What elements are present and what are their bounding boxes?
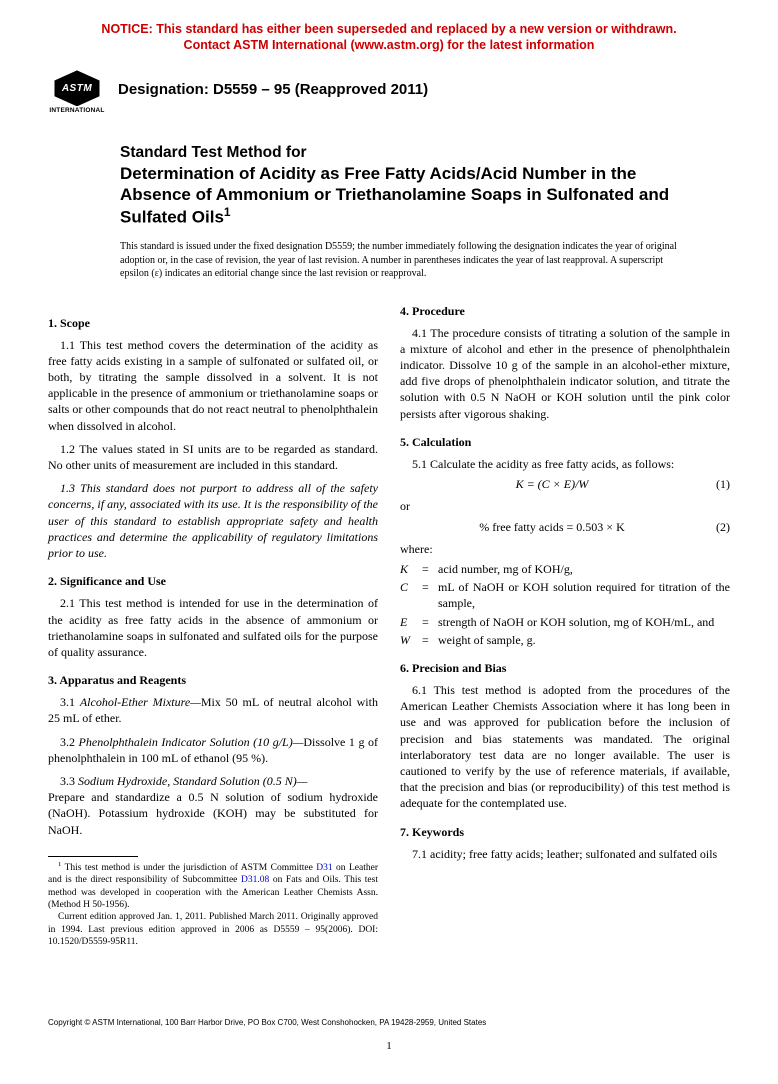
- where-def: acid number, mg of KOH/g,: [438, 561, 730, 577]
- scope-head: 1. Scope: [48, 315, 378, 331]
- eq2-text: % free fatty acids = 0.503 × K: [400, 519, 704, 535]
- where-def: mL of NaOH or KOH solution required for …: [438, 579, 730, 611]
- apparatus-p2: 3.2 Phenolphthalein Indicator Solution (…: [48, 734, 378, 766]
- notice-line1: NOTICE: This standard has either been su…: [101, 22, 676, 36]
- header-row: ASTM INTERNATIONAL Designation: D5559 – …: [48, 67, 730, 119]
- significance-head: 2. Significance and Use: [48, 573, 378, 589]
- footnote-rule: [48, 856, 138, 857]
- procedure-p1: 4.1 The procedure consists of titrating …: [400, 325, 730, 422]
- where-row: K=acid number, mg of KOH/g,: [400, 561, 730, 577]
- document-page: NOTICE: This standard has either been su…: [0, 0, 778, 1084]
- notice-line2: Contact ASTM International (www.astm.org…: [184, 38, 595, 52]
- scope-p2: 1.2 The values stated in SI units are to…: [48, 441, 378, 473]
- where-sym: K: [400, 561, 422, 577]
- where-label: where:: [400, 541, 730, 557]
- where-sym: C: [400, 579, 422, 611]
- issuance-note: This standard is issued under the fixed …: [120, 240, 690, 281]
- precision-p1: 6.1 This test method is adopted from the…: [400, 682, 730, 812]
- where-def: strength of NaOH or KOH solution, mg of …: [438, 614, 730, 630]
- where-sym: W: [400, 632, 422, 648]
- ap-p1-num: 3.1: [60, 695, 80, 709]
- where-eq: =: [422, 614, 438, 630]
- where-list: K=acid number, mg of KOH/g,C=mL of NaOH …: [400, 561, 730, 648]
- where-eq: =: [422, 632, 438, 648]
- footnote-1: 1 This test method is under the jurisdic…: [48, 861, 378, 912]
- keywords-head: 7. Keywords: [400, 824, 730, 840]
- ap-p3-body-plain: Prepare and standardize a 0.5 N solution…: [48, 790, 378, 836]
- astm-logo: ASTM INTERNATIONAL: [48, 67, 106, 119]
- left-column: 1. Scope 1.1 This test method covers the…: [48, 303, 378, 949]
- eq2-num: (2): [704, 519, 730, 535]
- eq1-num: (1): [704, 476, 730, 492]
- title-main: Determination of Acidity as Free Fatty A…: [120, 163, 710, 228]
- designation-line: Designation: D5559 – 95 (Reapproved 2011…: [118, 80, 428, 106]
- logo-mark: ASTM: [52, 70, 102, 106]
- where-def: weight of sample, g.: [438, 632, 730, 648]
- footnote-2: Current edition approved Jan. 1, 2011. P…: [48, 911, 378, 948]
- apparatus-head: 3. Apparatus and Reagents: [48, 672, 378, 688]
- where-eq: =: [422, 579, 438, 611]
- calc-or: or: [400, 498, 730, 514]
- apparatus-p3a: 3.3 Sodium Hydroxide, Standard Solution …: [48, 773, 378, 789]
- fn-t1: This test method is under the jurisdicti…: [61, 863, 316, 873]
- where-sym: E: [400, 614, 422, 630]
- title-lead: Standard Test Method for: [120, 143, 710, 162]
- procedure-head: 4. Procedure: [400, 303, 730, 319]
- apparatus-p1: 3.1 Alcohol-Ether Mixture—Mix 50 mL of n…: [48, 694, 378, 726]
- fn-link-d31[interactable]: D31: [316, 863, 332, 873]
- logo-subtext: INTERNATIONAL: [49, 107, 104, 116]
- ap-p2-num: 3.2: [60, 735, 79, 749]
- precision-head: 6. Precision and Bias: [400, 660, 730, 676]
- title-superscript: 1: [224, 205, 231, 219]
- scope-p3: 1.3 This standard does not purport to ad…: [48, 480, 378, 561]
- equation-1: K = (C × E)/W (1): [400, 476, 730, 492]
- right-column: 4. Procedure 4.1 The procedure consists …: [400, 303, 730, 949]
- where-row: W=weight of sample, g.: [400, 632, 730, 648]
- where-row: C=mL of NaOH or KOH solution required fo…: [400, 579, 730, 611]
- where-row: E=strength of NaOH or KOH solution, mg o…: [400, 614, 730, 630]
- ap-p3-sub: Sodium Hydroxide, Standard Solution (0.5…: [78, 774, 307, 788]
- keywords-p1: 7.1 acidity; free fatty acids; leather; …: [400, 846, 730, 862]
- notice-banner: NOTICE: This standard has either been su…: [48, 22, 730, 53]
- apparatus-p3b: Prepare and standardize a 0.5 N solution…: [48, 789, 378, 838]
- body-columns: 1. Scope 1.1 This test method covers the…: [48, 303, 730, 949]
- ap-p2-sub: Phenolphthalein Indicator Solution (10 g…: [79, 735, 304, 749]
- ap-p1-sub: Alcohol-Ether Mixture—: [80, 695, 201, 709]
- scope-p1: 1.1 This test method covers the determin…: [48, 337, 378, 434]
- title-block: Standard Test Method for Determination o…: [120, 143, 710, 228]
- ap-p3-num: 3.3: [60, 774, 78, 788]
- fn-link-d3108[interactable]: D31.08: [241, 875, 269, 885]
- equation-2: % free fatty acids = 0.503 × K (2): [400, 519, 730, 535]
- where-eq: =: [422, 561, 438, 577]
- copyright-line: Copyright © ASTM International, 100 Barr…: [48, 1018, 730, 1029]
- eq1-text: K = (C × E)/W: [400, 476, 704, 492]
- calc-p1: 5.1 Calculate the acidity as free fatty …: [400, 456, 730, 472]
- page-number: 1: [48, 1039, 730, 1054]
- calculation-head: 5. Calculation: [400, 434, 730, 450]
- significance-p1: 2.1 This test method is intended for use…: [48, 595, 378, 660]
- title-main-text: Determination of Acidity as Free Fatty A…: [120, 164, 669, 227]
